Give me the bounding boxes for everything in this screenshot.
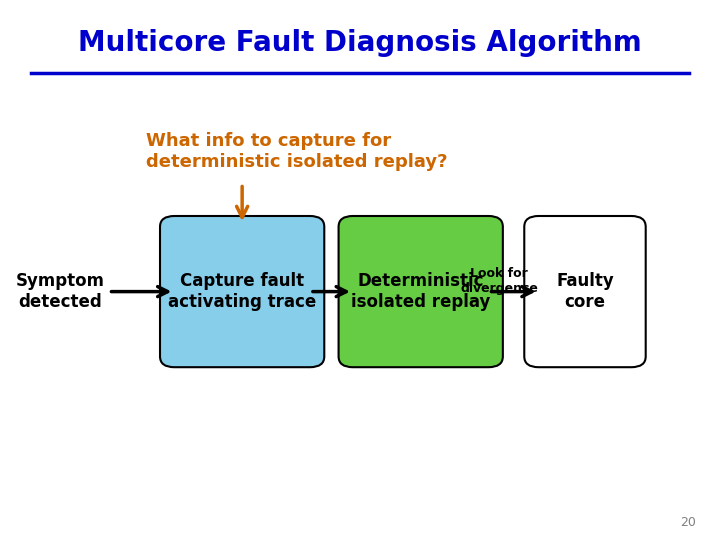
FancyBboxPatch shape <box>524 216 646 367</box>
Text: Symptom
detected: Symptom detected <box>16 272 104 311</box>
Text: What info to capture for
deterministic isolated replay?: What info to capture for deterministic i… <box>145 132 447 171</box>
Text: Capture fault
activating trace: Capture fault activating trace <box>168 272 316 311</box>
Text: Look for
divergence: Look for divergence <box>460 267 539 295</box>
Text: Deterministic
isolated replay: Deterministic isolated replay <box>351 272 490 311</box>
Text: Multicore Fault Diagnosis Algorithm: Multicore Fault Diagnosis Algorithm <box>78 29 642 57</box>
FancyBboxPatch shape <box>338 216 503 367</box>
Text: Faulty
core: Faulty core <box>556 272 614 311</box>
Text: 20: 20 <box>680 516 696 529</box>
FancyBboxPatch shape <box>160 216 324 367</box>
